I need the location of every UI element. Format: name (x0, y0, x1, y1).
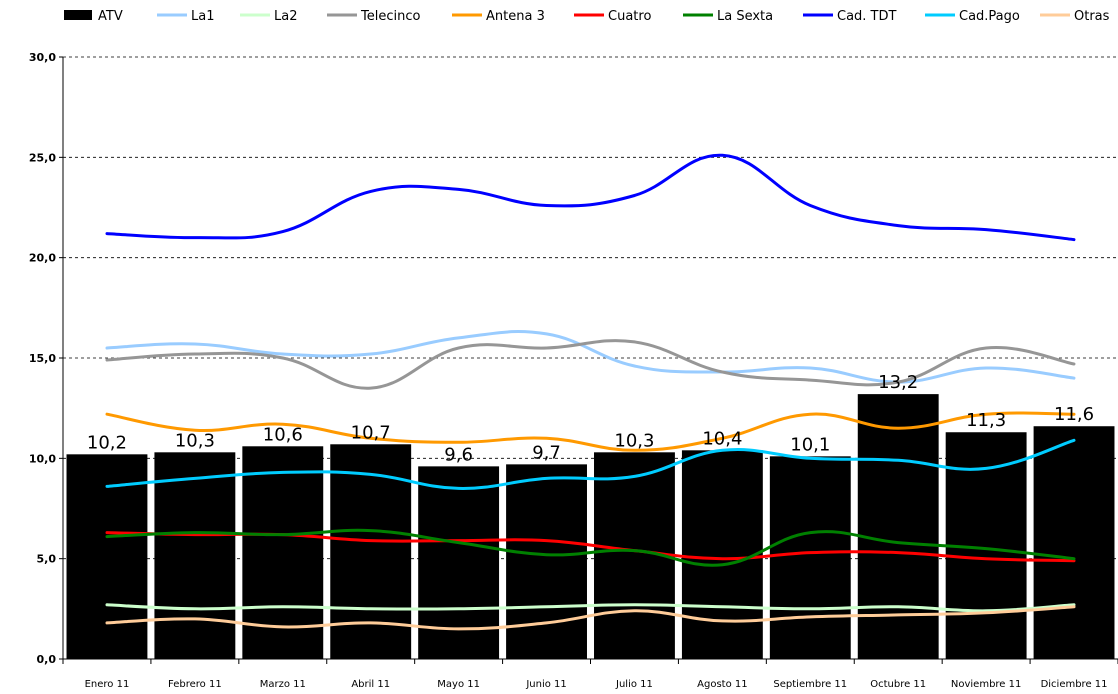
bar-data-label: 10,3 (614, 430, 654, 451)
x-tick-label: Agosto 11 (697, 679, 747, 690)
line-otras (105, 605, 1076, 631)
x-tick-label: Octubre 11 (870, 679, 926, 690)
x-tick-label: Septiembre 11 (773, 679, 847, 690)
line-cad-tdt (105, 153, 1076, 242)
y-tick-label: 25,0 (29, 151, 56, 164)
bar-12 (1033, 426, 1115, 659)
y-tick-label: 10,0 (29, 452, 56, 465)
x-tick-label: Enero 11 (85, 679, 130, 690)
line-series (105, 153, 1076, 631)
y-tick-label: 15,0 (29, 352, 56, 365)
bar-4 (330, 444, 412, 659)
bar-data-label: 10,6 (263, 424, 303, 445)
bar-1 (66, 454, 148, 659)
x-tick-label: Diciembre 11 (1041, 679, 1108, 690)
legend: ATV La1 La2 Telecinco Antena 3 Cuatro La Sexta… (64, 9, 1110, 24)
legend-label: La1 (191, 9, 214, 24)
legend-label: ATV (98, 9, 123, 24)
x-tick-label: Febrero 11 (168, 679, 222, 690)
bar-6 (506, 464, 587, 659)
legend-label: Telecinco (360, 9, 420, 24)
y-tick-label: 0,0 (37, 653, 57, 666)
legend-label: La2 (274, 9, 297, 24)
bar-data-label: 11,6 (1054, 404, 1094, 425)
bar-10 (857, 394, 939, 659)
bar-data-label: 9,7 (532, 442, 561, 463)
line-telecinco (105, 339, 1076, 390)
bar-data-label: 10,7 (351, 422, 391, 443)
bar-data-label: 10,4 (702, 428, 742, 449)
line-la2 (105, 603, 1076, 613)
bar-data-label: 10,2 (87, 432, 127, 453)
gridlines (63, 56, 1118, 560)
x-tick-label: Abril 11 (351, 679, 390, 690)
x-tick-label: Julio 11 (615, 679, 653, 690)
bar-8 (681, 450, 763, 659)
legend-swatch (64, 10, 92, 20)
line-cad-pago (105, 438, 1076, 490)
bar-data-label: 10,3 (175, 430, 215, 451)
legend-label: Cad.Pago (959, 9, 1020, 24)
bar-2 (154, 452, 236, 659)
y-tick-label: 5,0 (37, 553, 57, 566)
bar-data-label: 11,3 (966, 410, 1006, 431)
line-antena-3 (105, 411, 1076, 452)
y-tick-label: 30,0 (29, 51, 56, 64)
x-tick-label: Marzo 11 (260, 679, 306, 690)
line-la-sexta (105, 528, 1076, 567)
x-tick-label: Noviembre 11 (951, 679, 1021, 690)
legend-label: La Sexta (717, 9, 773, 24)
line-la1 (105, 330, 1076, 384)
x-tick-label: Mayo 11 (437, 679, 480, 690)
bar-series (66, 394, 1115, 659)
bar-data-label: 13,2 (878, 372, 918, 393)
legend-label: Antena 3 (486, 9, 545, 24)
bar-data-label: 10,1 (790, 434, 830, 455)
bar-data-label: 9,6 (444, 444, 473, 465)
legend-label: Otras (1074, 9, 1110, 24)
legend-label: Cuatro (608, 9, 651, 24)
bar-data-labels: 10,2 10,3 10,6 10,7 9,6 9,7 10,3 10,4 10,1 13,2 11… (87, 372, 1094, 465)
y-tick-label: 20,0 (29, 252, 56, 265)
bar-9 (769, 456, 851, 659)
axes: 0,0 5,0 10,0 15,0 20,0 25,0 30,0 Enero 11 Febrer… (29, 51, 1118, 690)
legend-label: Cad. TDT (837, 9, 897, 24)
x-tick-label: Junio 11 (525, 679, 566, 690)
